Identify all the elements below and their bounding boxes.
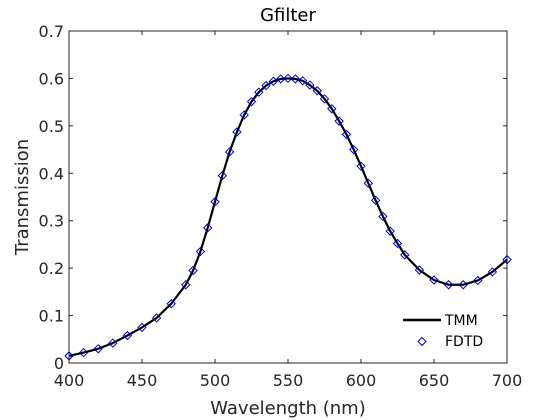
x-tick-label: 600	[346, 371, 377, 390]
data-point-fdtd	[246, 96, 257, 107]
data-point-fdtd	[232, 127, 242, 137]
data-point-fdtd	[254, 87, 264, 97]
chart-title: Gfilter	[260, 5, 316, 26]
data-point-fdtd	[275, 74, 286, 84]
data-point-fdtd	[327, 104, 337, 114]
data-point-fdtd	[305, 80, 315, 90]
y-tick-label: 0.1	[39, 307, 64, 326]
data-point-fdtd	[319, 94, 330, 104]
data-point-fdtd	[210, 197, 220, 207]
y-tick-label: 0.5	[39, 117, 64, 136]
legend: TMM FDTD	[403, 313, 483, 350]
data-point-fdtd	[400, 250, 410, 260]
data-point-fdtd	[341, 129, 352, 140]
x-tick-label: 400	[54, 371, 85, 390]
data-point-fdtd	[348, 144, 359, 155]
data-point-fdtd	[290, 74, 301, 84]
plot-area	[68, 30, 508, 364]
data-point-fdtd	[181, 280, 191, 290]
data-point-fdtd	[370, 195, 381, 206]
x-tick-label: 650	[419, 371, 450, 390]
legend-tmm-label: TMM	[444, 313, 478, 329]
data-point-fdtd	[224, 147, 235, 157]
data-point-fdtd	[487, 267, 498, 277]
data-point-fdtd	[385, 226, 395, 236]
y-axis-label: Transmission	[12, 139, 33, 256]
data-point-fdtd	[137, 322, 147, 333]
data-point-fdtd	[356, 161, 366, 171]
data-point-fdtd	[283, 73, 293, 84]
x-axis-label: Wavelength (nm)	[210, 398, 366, 419]
legend-fdtd-marker	[417, 336, 427, 347]
y-tick-label: 0.6	[39, 69, 64, 88]
data-point-fdtd	[392, 238, 403, 249]
data-point-fdtd	[93, 344, 103, 354]
data-point-fdtd	[414, 265, 425, 275]
data-point-fdtd	[64, 351, 74, 361]
x-tick-label: 700	[492, 371, 523, 390]
y-tick-label: 0	[54, 354, 64, 373]
series-layer	[64, 73, 512, 361]
data-point-fdtd	[443, 280, 454, 290]
x-tick-label: 550	[273, 371, 304, 390]
data-point-fdtd	[195, 246, 206, 257]
data-point-fdtd	[78, 347, 89, 358]
y-axis-ticks: 0 0.1 0.2 0.3 0.4 0.5 0.6 0.7	[39, 22, 507, 373]
data-point-fdtd	[268, 76, 279, 86]
data-point-fdtd	[108, 338, 118, 348]
data-point-fdtd	[217, 170, 228, 181]
data-point-fdtd	[312, 86, 322, 96]
data-point-fdtd	[261, 80, 271, 91]
data-point-fdtd	[502, 254, 512, 265]
y-tick-label: 0.2	[39, 259, 64, 278]
data-point-fdtd	[202, 223, 213, 233]
data-point-fdtd	[429, 275, 439, 285]
y-tick-label: 0.7	[39, 22, 64, 41]
x-tick-label: 450	[127, 371, 158, 390]
data-point-fdtd	[334, 116, 344, 126]
data-point-fdtd	[188, 265, 198, 276]
y-tick-label: 0.3	[39, 212, 64, 231]
data-point-fdtd	[297, 76, 308, 86]
data-point-fdtd	[473, 275, 483, 286]
data-point-fdtd	[151, 313, 162, 323]
data-point-fdtd	[166, 299, 176, 309]
data-point-fdtd	[458, 280, 468, 290]
data-point-fdtd	[122, 330, 133, 341]
data-point-fdtd	[239, 110, 249, 120]
x-axis-ticks: 400 450 500 550 600 650 700	[54, 31, 523, 390]
data-point-fdtd	[378, 211, 388, 222]
legend-fdtd-label: FDTD	[445, 334, 483, 350]
y-tick-label: 0.4	[39, 164, 64, 183]
data-point-fdtd	[363, 178, 374, 188]
x-tick-label: 500	[200, 371, 231, 390]
